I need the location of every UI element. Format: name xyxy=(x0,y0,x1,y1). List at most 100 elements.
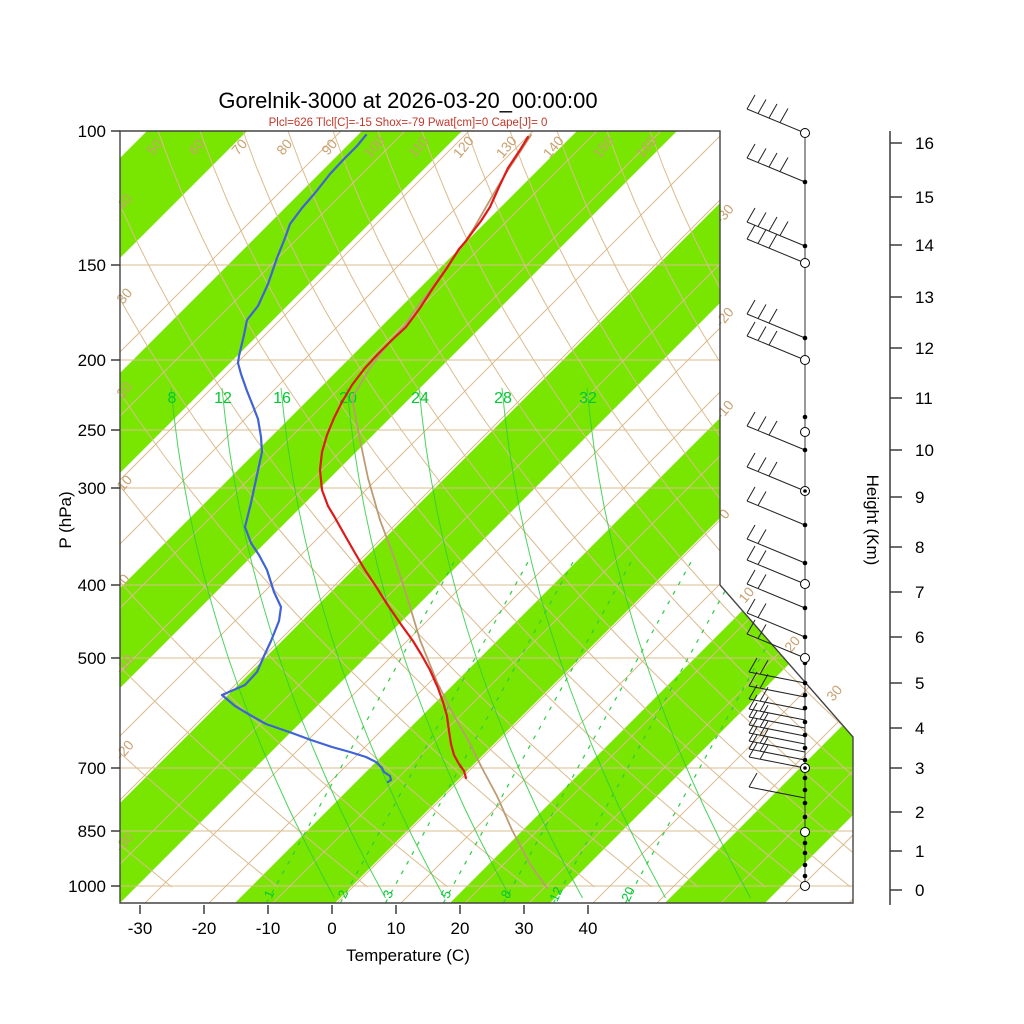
wind-barb-feather xyxy=(768,420,778,436)
moist-adiabat-line xyxy=(170,387,335,899)
wind-barb-staff xyxy=(746,633,806,659)
height-axis-label: Height (Km) xyxy=(863,474,882,566)
wind-barb-staff xyxy=(748,716,806,729)
dry-adiabat-line xyxy=(120,131,279,888)
wind-barb-feather xyxy=(746,224,756,240)
wind-level-dot xyxy=(802,862,808,868)
tick-label: 200 xyxy=(78,351,106,370)
wind-level-dot xyxy=(802,775,808,781)
wind-barb-feather xyxy=(768,103,778,119)
tick-label: 11 xyxy=(915,389,933,408)
wind-barb-feather xyxy=(768,216,778,232)
wind-barb-feather xyxy=(746,598,756,614)
moist-adiabat-lines xyxy=(170,387,751,899)
pressure-gridlines xyxy=(120,130,853,887)
dewpoint-curve xyxy=(220,133,393,784)
isotherm-line xyxy=(267,131,853,903)
tick-label: 8 xyxy=(168,390,177,407)
wind-barb-feather xyxy=(746,569,756,585)
isotherm-line xyxy=(120,131,813,903)
wind-level-dot xyxy=(802,840,808,846)
tick-label: 13 xyxy=(915,288,934,307)
dry-adiabat-line xyxy=(421,131,853,888)
wind-barb-staff xyxy=(746,500,806,526)
temperature-axis-label: Temperature (C) xyxy=(346,946,470,965)
wind-barb-staff xyxy=(746,612,806,638)
tick-label: 5 xyxy=(438,888,455,901)
isotherm-line xyxy=(120,131,365,903)
wind-level-circle xyxy=(800,881,810,891)
tick-label: 6 xyxy=(915,628,924,647)
wind-barb-feather xyxy=(759,720,769,736)
tick-label: 4 xyxy=(915,719,924,738)
wind-barb-feather xyxy=(748,657,758,673)
tick-label: 40 xyxy=(579,919,598,938)
wind-barb-staff xyxy=(748,708,806,721)
wind-barb-feather xyxy=(748,734,758,750)
green-stripe xyxy=(120,131,550,903)
wind-level-dot xyxy=(802,800,808,806)
tick-label: 32 xyxy=(579,390,597,407)
tick-label: 30 xyxy=(823,682,845,704)
tick-label: 1 xyxy=(915,842,924,861)
wind-barb-staff xyxy=(746,335,806,361)
wind-barb-staff xyxy=(748,748,806,761)
dry-adiabat-line xyxy=(120,131,653,888)
chart-title: Gorelnik-3000 at 2026-03-20_00:00:00 xyxy=(218,88,598,113)
wind-level-circle xyxy=(800,579,810,589)
wind-level-circle xyxy=(800,827,810,837)
tick-label: 400 xyxy=(78,576,106,595)
wind-barb-staff xyxy=(746,559,806,585)
wind-barb-staff xyxy=(748,756,806,769)
wind-barb-feather xyxy=(768,461,778,477)
wind-barb-feather xyxy=(746,411,756,427)
tick-label: 12 xyxy=(214,390,232,407)
wind-level-dot xyxy=(803,766,807,770)
wind-barb-feather xyxy=(746,545,756,561)
wind-barb-feather xyxy=(768,330,778,346)
temperature-curve xyxy=(318,135,530,780)
wind-barb-feather xyxy=(759,696,769,712)
wind-barb-feather xyxy=(768,308,778,324)
tick-label: -30 xyxy=(128,919,153,938)
wind-level-dot xyxy=(802,850,808,856)
tick-label: -10 xyxy=(712,397,737,423)
parcel-curve xyxy=(351,134,548,889)
wind-barb-staff xyxy=(746,238,806,264)
wind-barb-feather xyxy=(779,221,789,236)
wind-level-dot xyxy=(802,447,808,453)
wind-barb-feather xyxy=(748,684,758,700)
dry-adiabat-line xyxy=(649,131,853,888)
wind-barb-feather xyxy=(757,99,767,114)
wind-barb-feather xyxy=(746,321,756,337)
wind-level-dot xyxy=(802,732,808,738)
tick-label: 30 xyxy=(113,285,135,307)
wind-barb-feather xyxy=(748,718,758,734)
moist-adiabat-line xyxy=(501,387,666,899)
wind-barb-feather xyxy=(757,550,767,565)
wind-level-dot xyxy=(802,705,808,711)
wind-barb-feather xyxy=(746,619,756,635)
wind-barb-staff xyxy=(746,221,806,247)
tick-label: 500 xyxy=(78,649,106,668)
tick-label: 2 xyxy=(915,803,924,822)
wind-barb-feather xyxy=(757,574,767,589)
parcel-curve xyxy=(351,134,548,889)
wind-barb-staff xyxy=(748,786,806,799)
wind-barb-feather xyxy=(757,304,767,319)
tick-label: 1000 xyxy=(68,877,106,896)
dry-adiabat-line xyxy=(120,131,529,888)
wind-barb-feather xyxy=(768,233,778,249)
wind-barb-feather xyxy=(757,529,767,544)
dry-adiabat-line xyxy=(199,131,808,888)
tick-label: 14 xyxy=(915,236,934,255)
moist-adiabat-line xyxy=(586,387,751,899)
tick-label: 10 xyxy=(387,919,406,938)
wind-barb-staff xyxy=(746,313,806,339)
wind-barb-staff xyxy=(746,108,806,134)
wind-barb-feather xyxy=(746,143,756,159)
wind-barb-feather xyxy=(757,624,767,639)
